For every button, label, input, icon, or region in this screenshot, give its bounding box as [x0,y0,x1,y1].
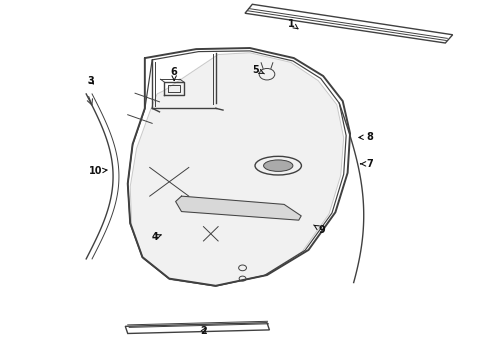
Polygon shape [245,4,453,43]
Text: 9: 9 [314,225,325,235]
Text: 10: 10 [89,166,107,176]
Text: 6: 6 [171,67,177,81]
Text: 1: 1 [288,19,298,29]
Text: 8: 8 [359,132,373,142]
Text: 4: 4 [151,232,161,242]
Polygon shape [130,53,343,286]
Text: 2: 2 [200,326,207,336]
Text: 5: 5 [252,64,265,75]
Polygon shape [125,323,270,333]
Polygon shape [175,196,301,220]
Ellipse shape [264,160,293,171]
Text: 7: 7 [361,159,373,169]
Text: 3: 3 [88,76,95,86]
